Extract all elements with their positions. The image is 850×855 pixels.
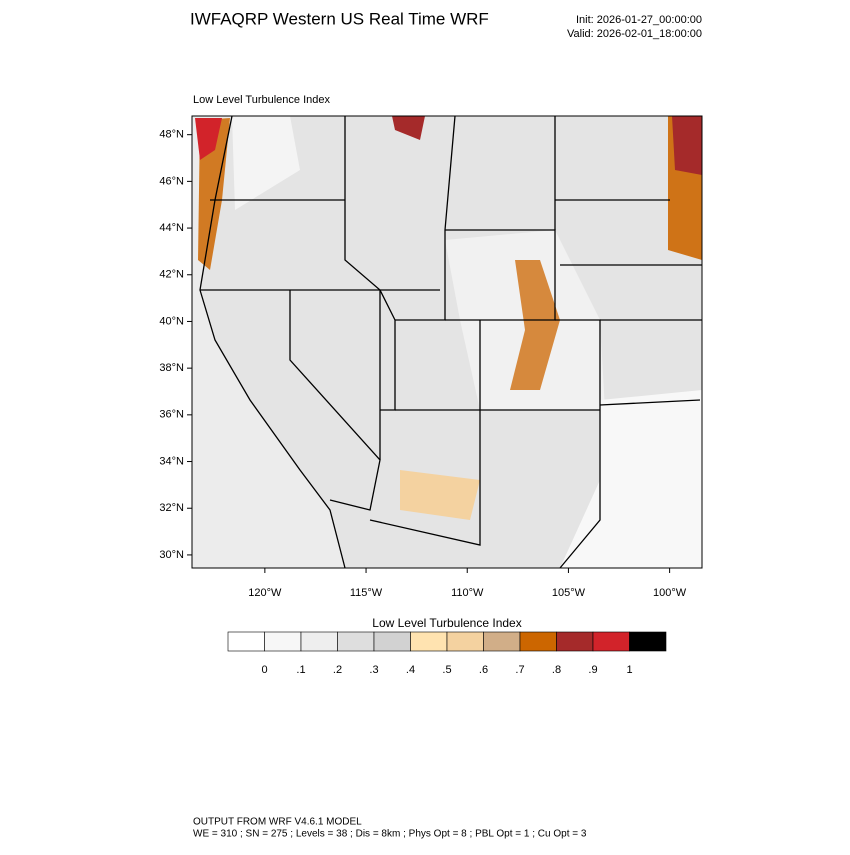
lat-tick-label: 38°N [159,362,184,374]
lon-tick-label: 110°W [451,587,484,599]
colorbar-box [300,631,338,652]
texas [560,390,702,568]
plains-max [672,116,702,175]
colorbar-tick-label: .4 [406,664,415,676]
lon-tick-label: 105°W [552,587,586,599]
nv-ut-border [379,289,396,411]
arizona-turbulence [400,470,480,520]
coastline [199,115,346,569]
lat-tick-label: 36°N [159,409,184,421]
lat-tick-label: 32°N [159,502,184,514]
coastal-max [195,118,222,160]
rockies-max [392,116,425,140]
colorbar-tick-label: .5 [442,664,451,676]
lat-tick-label: 34°N [159,455,184,467]
colorbar-box [629,631,667,652]
colorbar-tick-label: .7 [515,664,524,676]
colorbar-tick-label: .6 [479,664,488,676]
colorbar-box [373,631,411,652]
title: IWFAQRP Western US Real Time WRF [190,9,489,28]
colorbar-tick-label: .2 [333,664,342,676]
lat-tick-label: 46°N [159,175,184,187]
state-borders [199,115,702,569]
lat-tick-label: 42°N [159,269,184,281]
map-subtitle: Low Level Turbulence Index [193,94,330,106]
colorbar-box [410,631,448,652]
colorbar-box [519,631,557,652]
lat-tick-label: 44°N [159,222,184,234]
colorbar-title: Low Level Turbulence Index [372,616,521,630]
colorbar-box [337,631,375,652]
footer-line1: OUTPUT FROM WRF V4.6.1 MODEL [193,817,362,828]
lat-tick-label: 48°N [159,129,184,141]
id-border [344,116,381,460]
init-time: Init: 2026-01-27_00:00:00 [576,14,702,26]
mt-borders [444,115,556,231]
colorbar-tick-label: .3 [369,664,378,676]
texas-border [559,399,701,569]
colorbar-box [446,631,484,652]
colorbar-tick-label: .9 [588,664,597,676]
map-frame [191,115,703,569]
colorbar-box [264,631,302,652]
plains-borders [555,199,702,321]
colorbar-tick-label: 0 [261,664,267,676]
colorbar-box [592,631,630,652]
valid-time: Valid: 2026-02-01_18:00:00 [567,28,702,40]
colorbar-tick-label: .1 [296,664,305,676]
washington [232,116,300,210]
colorbar-tick-label: 1 [626,664,632,676]
ocean [192,116,345,568]
colorbar-box [483,631,521,652]
colorbar-box [556,631,594,652]
colorbar-box [227,631,265,652]
az-nm-border [369,320,481,546]
lat-tick-label: 40°N [159,315,184,327]
footer-line2: WE = 310 ; SN = 275 ; Levels = 38 ; Dis … [193,829,587,840]
wyoming [445,229,556,321]
colorbar-tick-label: .8 [552,664,561,676]
lon-tick-label: 115°W [350,587,383,599]
colorado-turbulence [510,260,560,390]
map [191,115,703,569]
lon-tick-label: 120°W [248,587,282,599]
lon-tick-label: 100°W [653,587,687,599]
lat-tick-label: 30°N [159,549,184,561]
